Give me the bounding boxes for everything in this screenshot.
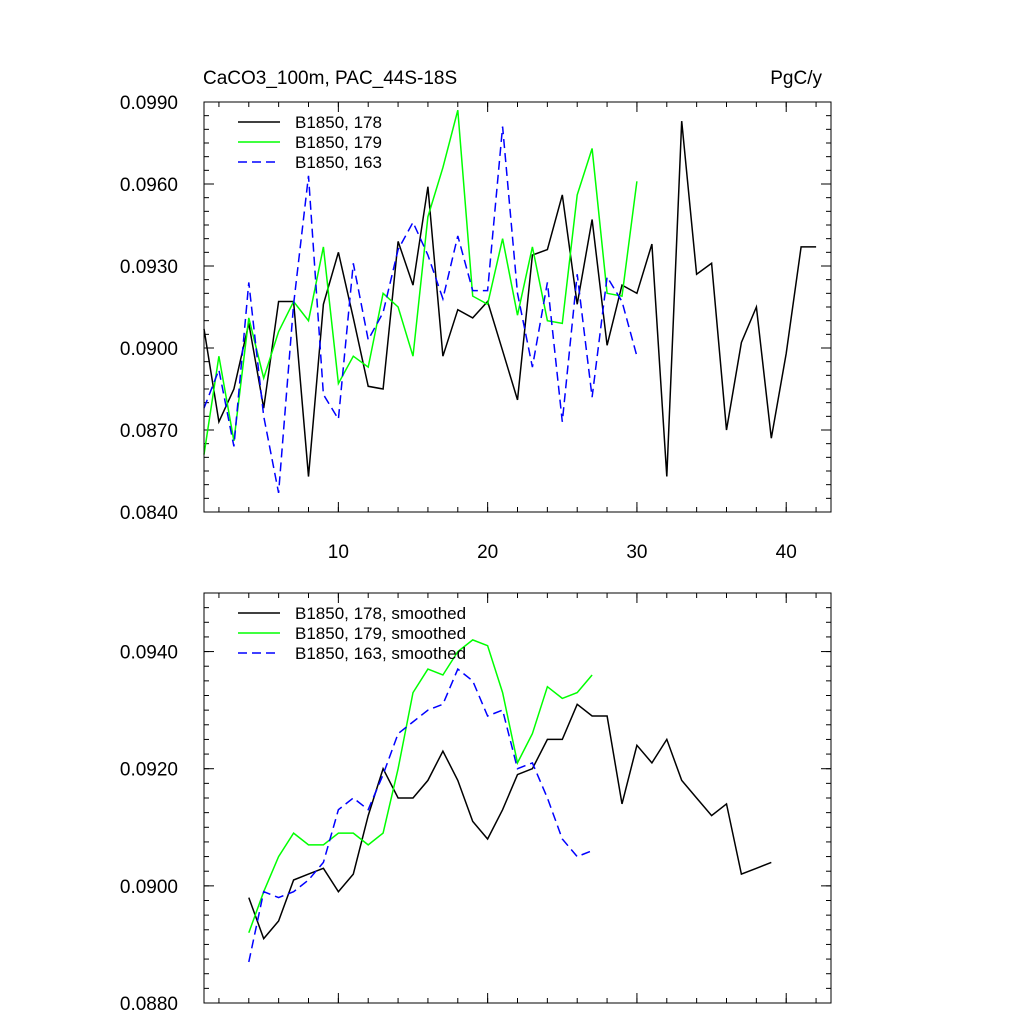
series-line-2 (248, 639, 593, 933)
top-plot-frame (203, 101, 832, 513)
y-tick-label: 0.0990 (120, 93, 178, 114)
legend-label: B1850, 178, smoothed (295, 604, 466, 623)
top-y-tick-labels: 0.0840 0.0870 0.0900 0.0930 0.0960 0.0990 (120, 93, 178, 524)
x-tick-label: 20 (477, 542, 498, 563)
y-tick-label: 0.0900 (120, 339, 178, 360)
x-tick-label: 10 (328, 542, 349, 563)
legend-label: B1850, 179, smoothed (295, 624, 466, 643)
legend-label: B1850, 179 (295, 133, 382, 152)
bottom-plot-frame (203, 592, 832, 1004)
legend-label: B1850, 163, smoothed (295, 644, 466, 663)
series-line-1 (203, 121, 817, 477)
y-tick-label: 0.0900 (120, 877, 178, 898)
legend-label: B1850, 178 (295, 113, 382, 132)
top-x-tick-labels: 10 20 30 40 (328, 542, 797, 563)
y-tick-label: 0.0940 (120, 643, 178, 664)
chart-title: CaCO3_100m, PAC_44S-18S (203, 68, 457, 89)
x-tick-label: 30 (626, 542, 647, 563)
y-tick-label: 0.0880 (120, 994, 178, 1015)
y-tick-label: 0.0960 (120, 175, 178, 196)
y-tick-label: 0.0840 (120, 503, 178, 524)
series-line-3 (248, 667, 593, 963)
bottom-ticks (204, 592, 831, 1004)
series-line-3 (203, 126, 638, 494)
series-line-2 (203, 110, 638, 455)
bottom-chart-panel: 0.0880 0.0900 0.0920 0.0940 B1850, 178, smo… (120, 592, 832, 1015)
x-tick-label: 40 (776, 542, 797, 563)
y-tick-label: 0.0920 (120, 760, 178, 781)
chart-units: PgC/y (770, 68, 822, 89)
bottom-y-tick-labels: 0.0880 0.0900 0.0920 0.0940 (120, 643, 178, 1015)
bottom-series (248, 639, 772, 963)
y-tick-label: 0.0870 (120, 421, 178, 442)
top-series (203, 110, 817, 494)
series-line-1 (248, 703, 772, 941)
top-chart-panel: CaCO3_100m, PAC_44S-18S PgC/y 0.08400.08… (120, 68, 832, 563)
y-tick-label: 0.0930 (120, 257, 178, 278)
legend-label: B1850, 163 (295, 153, 382, 172)
